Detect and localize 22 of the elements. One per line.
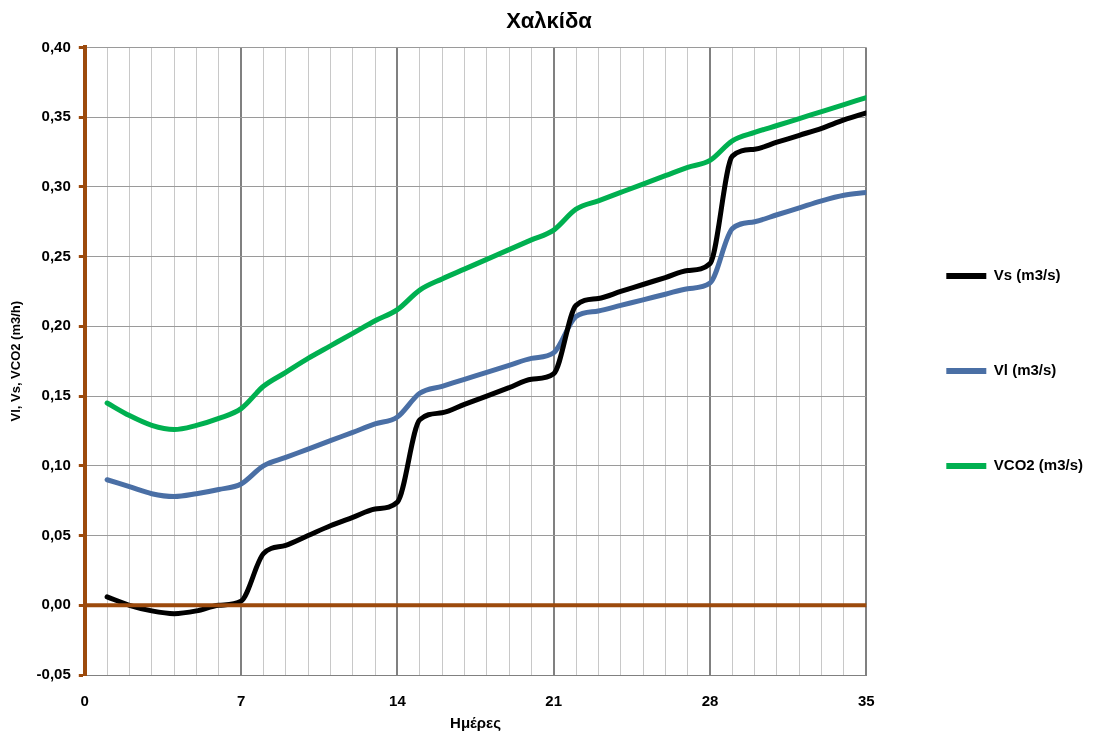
- y-tick-label: 0,15: [41, 386, 71, 404]
- x-tick-label: 35: [857, 692, 875, 710]
- legend-label: Vl (m3/s): [993, 361, 1057, 379]
- y-tick-label: -0,05: [36, 665, 71, 683]
- x-tick-label: 0: [80, 692, 89, 710]
- y-tick-label: 0,25: [41, 246, 71, 264]
- x-tick-label: 28: [701, 692, 719, 710]
- x-tick-label: 21: [545, 692, 563, 710]
- chart-title: Χαλκίδα: [506, 8, 593, 34]
- legend-label: Vs (m3/s): [993, 266, 1061, 284]
- y-tick-label: 0,35: [41, 107, 71, 125]
- x-axis-title: Ημέρες: [450, 714, 502, 732]
- y-axis-title: Vl, Vs, VCO2 (m3/h): [8, 300, 24, 422]
- x-tick-label: 7: [236, 692, 246, 710]
- y-tick-label: 0,30: [41, 177, 71, 195]
- y-tick-label: 0,20: [41, 316, 71, 334]
- y-tick-label: 0,00: [41, 595, 71, 613]
- y-tick-label: 0,40: [41, 37, 71, 55]
- legend-label: VCO2 (m3/s): [993, 456, 1084, 474]
- x-tick-label: 14: [389, 692, 407, 710]
- y-tick-label: 0,05: [41, 525, 71, 543]
- y-tick-label: 0,10: [41, 455, 71, 473]
